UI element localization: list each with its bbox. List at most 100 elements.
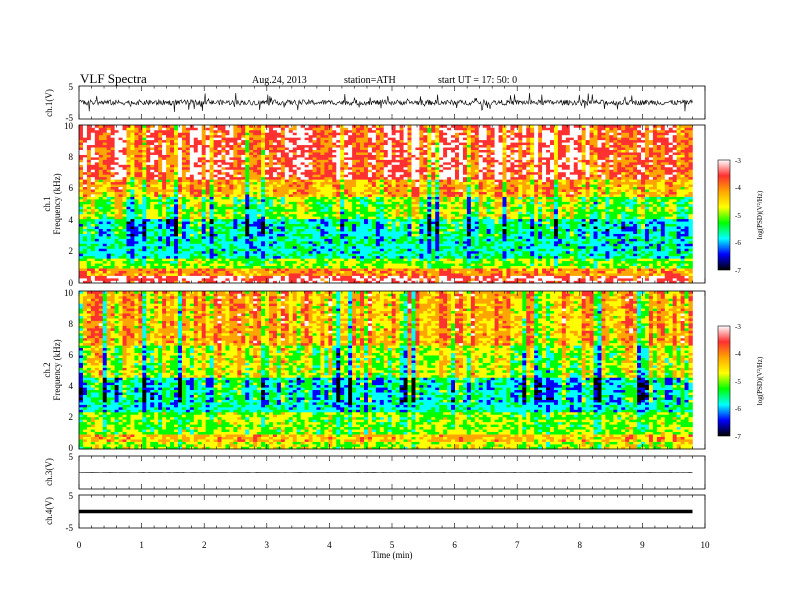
spectrogram-cell [661, 266, 665, 269]
spectrogram-cell [439, 273, 443, 276]
spectrogram-cell [146, 278, 150, 281]
spectrogram-cell [376, 206, 380, 209]
spectrogram-cell [83, 209, 87, 212]
spectrogram-cell [467, 244, 471, 247]
spectrogram-cell [233, 231, 237, 234]
spectrogram-cell [404, 226, 408, 229]
spectrogram-cell [514, 244, 518, 247]
spectrogram-cell [522, 248, 526, 251]
spectrogram-cell [253, 258, 257, 261]
spectrogram-cell [115, 256, 119, 259]
spectrogram-cell [503, 236, 507, 239]
spectrogram-cell [522, 244, 526, 247]
spectrogram-cell [590, 229, 594, 232]
spectrogram-cell [633, 224, 637, 227]
spectrogram-cell [344, 234, 348, 237]
spectrogram-cell [566, 256, 570, 259]
spectrogram-cell [411, 206, 415, 209]
spectrogram-cell [665, 216, 669, 219]
spectrogram-cell [316, 211, 320, 214]
spectrogram-cell [352, 263, 356, 266]
spectrogram-cell [233, 271, 237, 274]
spectrogram-cell [538, 226, 542, 229]
spectrogram-cell [621, 271, 625, 274]
spectrogram-cell [119, 239, 123, 242]
spectrogram-cell [107, 206, 111, 209]
spectrogram-cell [526, 209, 530, 212]
spectrogram-cell [249, 256, 253, 259]
spectrogram-cell [542, 271, 546, 274]
spectrogram-cell [174, 244, 178, 247]
spectrogram-cell [653, 268, 657, 271]
spectrogram-cell [166, 261, 170, 264]
spectrogram-cell [301, 239, 305, 242]
spectrogram-cell [570, 258, 574, 261]
spectrogram-cell [629, 244, 633, 247]
spectrogram-cell [332, 248, 336, 251]
spectrogram-cell [340, 239, 344, 242]
spectrogram-cell [324, 229, 328, 232]
spectrogram-cell [609, 211, 613, 214]
spectrogram-cell [202, 241, 206, 244]
spectrogram-cell [451, 206, 455, 209]
spectrogram-cell [566, 229, 570, 232]
spectrogram-cell [475, 266, 479, 269]
spectrogram-cell [597, 209, 601, 212]
spectrogram-cell [392, 268, 396, 271]
spectrogram-cell [653, 214, 657, 217]
spectrogram-cell [633, 221, 637, 224]
spectrogram-cell [150, 246, 154, 249]
spectrogram-cell [475, 239, 479, 242]
spectrogram-cell [214, 256, 218, 259]
spectrogram-cell [111, 244, 115, 247]
spectrogram-cell [376, 258, 380, 261]
spectrogram-cell [368, 204, 372, 207]
spectrogram-cell [269, 261, 273, 264]
spectrogram-cell [522, 226, 526, 229]
spectrogram-cell [514, 231, 518, 234]
spectrogram-cell [127, 224, 131, 227]
spectrogram-cell [158, 226, 162, 229]
spectrogram-cell [194, 258, 198, 261]
spectrogram-cell [265, 226, 269, 229]
spectrogram-cell [115, 258, 119, 261]
spectrogram-cell [562, 253, 566, 256]
spectrogram-cell [233, 229, 237, 232]
spectrogram-cell [447, 256, 451, 259]
spectrogram-cell [396, 221, 400, 224]
spectrogram-cell [522, 263, 526, 266]
spectrogram-cell [316, 248, 320, 251]
spectrogram-cell [119, 231, 123, 234]
spectrogram-cell [372, 244, 376, 247]
spectrogram-cell [265, 248, 269, 251]
spectrogram-cell [138, 204, 142, 207]
spectrogram-cell [558, 276, 562, 279]
spectrogram-cell [146, 219, 150, 222]
spectrogram-cell [518, 229, 522, 232]
spectrogram-cell [423, 229, 427, 232]
spectrogram-cell [134, 253, 138, 256]
spectrogram-cell [316, 271, 320, 274]
spectrogram-cell [360, 229, 364, 232]
spectrogram-cell [427, 258, 431, 261]
spectrogram-cell [91, 273, 95, 276]
spectrogram-cell [214, 239, 218, 242]
spectrogram-cell [162, 209, 166, 212]
spectrogram-cell [289, 263, 293, 266]
spectrogram-cell [617, 229, 621, 232]
spectrogram-cell [111, 211, 115, 214]
spectrogram-cell [186, 239, 190, 242]
spectrogram-cell [206, 241, 210, 244]
spectrogram-cell [309, 219, 313, 222]
spectrogram-cell [111, 239, 115, 242]
spectrogram-cell [142, 234, 146, 237]
spectrogram-cell [364, 234, 368, 237]
spectrogram-cell [669, 261, 673, 264]
spectrogram-cell [158, 276, 162, 279]
spectrogram-cell [241, 209, 245, 212]
spectrogram-cell [415, 224, 419, 227]
spectrogram-cell [368, 229, 372, 232]
spectrogram-cell [218, 248, 222, 251]
spectrogram-cell [601, 239, 605, 242]
spectrogram-cell [265, 216, 269, 219]
